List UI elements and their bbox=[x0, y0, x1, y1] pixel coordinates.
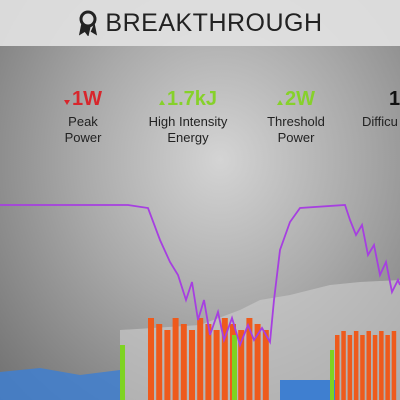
metric-label: Threshold Power bbox=[267, 114, 325, 145]
interval-bar bbox=[280, 380, 335, 400]
interval-bar bbox=[262, 330, 269, 400]
interval-bar bbox=[148, 318, 154, 400]
interval-bar bbox=[360, 335, 365, 400]
metric-label: Difficu bbox=[362, 114, 398, 129]
metric: 1 Difficu bbox=[362, 86, 400, 130]
interval-bar bbox=[330, 350, 334, 400]
interval-bar bbox=[347, 335, 353, 400]
interval-bar bbox=[213, 330, 220, 400]
interval-bar bbox=[197, 318, 204, 400]
interval-bar bbox=[335, 335, 340, 400]
metric: 2W Threshold Power bbox=[236, 86, 356, 146]
header: BREAKTHROUGH bbox=[0, 0, 400, 46]
interval-bar bbox=[205, 324, 212, 400]
value-text: 2W bbox=[285, 87, 315, 110]
medal-icon bbox=[79, 10, 98, 36]
interval-bar bbox=[353, 331, 359, 400]
metric-label: Peak Power bbox=[64, 114, 102, 145]
interval-bar bbox=[172, 318, 179, 400]
power-line bbox=[0, 204, 400, 348]
metric-value: 1 bbox=[362, 86, 400, 112]
interval-bar bbox=[372, 335, 378, 400]
title: BREAKTHROUGH bbox=[105, 8, 323, 37]
interval-bar bbox=[120, 345, 125, 400]
interval-bars bbox=[120, 318, 397, 400]
trend-arrow bbox=[277, 99, 283, 105]
value-text: 1 bbox=[389, 87, 400, 110]
metric-label: High Intensity Energy bbox=[148, 114, 228, 145]
interval-bar bbox=[366, 331, 371, 400]
metric-value: 1.7kJ bbox=[128, 86, 248, 112]
metric-value: 1W bbox=[23, 86, 143, 112]
interval-bar bbox=[156, 324, 163, 400]
metric-value: 2W bbox=[236, 86, 356, 112]
interval-bar bbox=[238, 330, 245, 400]
trend-arrow bbox=[64, 99, 70, 105]
interval-bar bbox=[189, 330, 195, 400]
interval-bar bbox=[391, 331, 397, 400]
value-text: 1.7kJ bbox=[166, 87, 218, 110]
interval-bar bbox=[254, 324, 261, 400]
metric: 1W Peak Power bbox=[23, 86, 143, 146]
metric: 1.7kJ High Intensity Energy bbox=[128, 86, 248, 146]
interval-bar bbox=[164, 330, 171, 400]
interval-bar bbox=[385, 335, 390, 400]
interval-bar bbox=[221, 318, 228, 400]
interval-bar bbox=[379, 331, 384, 400]
blue-area bbox=[0, 368, 120, 400]
value-text: 1W bbox=[72, 87, 102, 110]
interval-bar bbox=[246, 318, 253, 400]
interval-bar bbox=[180, 324, 187, 400]
interval-bar bbox=[232, 335, 237, 400]
interval-bar bbox=[341, 331, 346, 400]
trend-arrow bbox=[158, 99, 165, 105]
